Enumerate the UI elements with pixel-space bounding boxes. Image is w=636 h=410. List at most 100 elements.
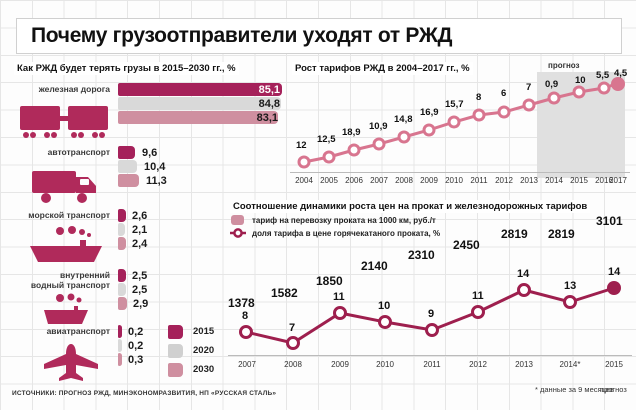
point-label-2008: 14,8 [394, 114, 413, 125]
bar-value-2015: 2,5 [132, 269, 148, 282]
data-point-2013 [522, 98, 536, 112]
bar-2030 [118, 353, 122, 366]
point-label-2004: 12 [296, 140, 307, 151]
data-point-2004 [297, 155, 311, 169]
x-tick-2011: 2011 [423, 360, 441, 369]
legend-item-share: доля тарифа в цене горячекатаного прокат… [230, 227, 440, 239]
boat-icon [44, 293, 88, 324]
x-tick-2013: 2013 [520, 176, 538, 185]
share-label-2012: 11 [472, 290, 484, 302]
page-title: Почему грузоотправители уходят от РЖД [31, 24, 453, 47]
bar-row: 0,2 [118, 339, 286, 352]
bar-2020 [118, 97, 281, 110]
bar-row: 2,6 [118, 209, 286, 222]
share-point-2015 [607, 281, 621, 295]
bar-row: 2,9 [118, 297, 286, 310]
tariff-label-2011: 2310 [408, 248, 435, 262]
bar-row: 2,5 [118, 283, 286, 296]
bar-2020 [118, 283, 126, 296]
bar-row: 11,3 [118, 174, 286, 187]
point-label-2007: 10,9 [369, 121, 388, 132]
data-point-2012 [497, 105, 511, 119]
x-tick-2017: 2017 [609, 176, 627, 185]
x-tick-2010: 2010 [445, 176, 463, 185]
bottom-chart-x-axis: 2007 2008 2009 2010 2011 2012 2013 2014*… [228, 355, 632, 370]
bar-row: 83,1 [118, 111, 286, 124]
share-line-point-icon [230, 228, 246, 238]
point-label-2013: 7 [526, 82, 532, 93]
plane-icon [44, 344, 98, 381]
share-point-2012 [471, 305, 485, 319]
bar-2015 [118, 325, 122, 338]
source-line: ИСТОЧНИКИ: ПРОГНОЗ РЖД, МИНЭКОНОМРАЗВИТИ… [12, 390, 277, 397]
category-label-air: авиатранспорт [46, 326, 110, 336]
bar-2015 [118, 209, 126, 222]
bar-2030 [118, 111, 278, 124]
tariff-label-2012: 2450 [453, 238, 480, 252]
railcar-icon [20, 106, 108, 138]
bottom-chart-header: Соотношение динамики роста цен на прокат… [230, 200, 591, 213]
x-tick-2009: 2009 [420, 176, 438, 185]
x-tick-2015: 2015 [605, 360, 623, 369]
bar-value-2020: 2,1 [132, 223, 148, 236]
bar-row: 2,1 [118, 223, 286, 236]
share-point-2010 [378, 315, 392, 329]
x-tick-2007: 2007 [238, 360, 256, 369]
x-tick-2014: 2014* [559, 360, 581, 369]
tariff-chart-header: Рост тарифов РЖД в 2004–2017 гг., % [292, 62, 473, 75]
legend-swatch-2015 [168, 324, 183, 339]
bar-value-2015: 9,6 [142, 146, 158, 159]
bar-2015 [118, 269, 126, 282]
share-label-2009: 11 [333, 291, 345, 303]
x-tick-2013: 2013 [515, 360, 533, 369]
share-label-2015: 14 [608, 266, 621, 278]
category-label-railway: железная дорога [38, 84, 110, 94]
data-point-2015 [572, 85, 586, 99]
point-label-2009: 16,9 [420, 107, 439, 118]
x-tick-2009: 2009 [331, 360, 349, 369]
bar-row: 2,5 [118, 269, 286, 282]
legend-label-tariff: тариф на перевозку проката на 1000 км, р… [252, 215, 436, 225]
legend-label-share: доля тарифа в цене горячекатаного прокат… [252, 228, 441, 238]
data-point-2011 [472, 108, 486, 122]
category-label-sea: морской транспорт [28, 210, 110, 220]
bar-value-2020: 10,4 [144, 160, 166, 173]
point-label-2012: 6 [501, 88, 507, 99]
bar-row: 85,1 [118, 83, 286, 96]
point-label-2016: 5,5 [596, 70, 610, 81]
share-point-2014 [563, 295, 577, 309]
category-label-inland-water: внутренний водный транспорт [30, 270, 110, 290]
x-tick-2015: 2015 [570, 176, 588, 185]
bar-row: 2,4 [118, 237, 286, 250]
tariff-label-2013: 2819 [501, 227, 528, 241]
bar-value-2015: 85,1 [258, 83, 280, 96]
point-label-2006: 18,9 [342, 127, 361, 138]
bar-2015 [118, 83, 282, 96]
x-tick-2006: 2006 [345, 176, 363, 185]
bar-value-2015: 2,6 [132, 209, 148, 222]
legend-item-tariff: тариф на перевозку проката на 1000 км, р… [230, 214, 440, 226]
left-chart-header: Как РЖД будет терять грузы в 2015–2030 г… [14, 62, 239, 75]
bar-value-2020: 84,8 [258, 97, 280, 110]
point-label-2011: 8 [476, 92, 482, 103]
bar-2015 [118, 146, 135, 159]
bar-row: 84,8 [118, 97, 286, 110]
bar-value-2015: 0,2 [128, 325, 144, 338]
x-tick-2010: 2010 [376, 360, 394, 369]
bar-2030 [118, 297, 127, 310]
x-tick-2005: 2005 [320, 176, 338, 185]
x-tick-2011: 2011 [470, 176, 488, 185]
tariff-growth-chart-panel: прогноз Рост тарифов РЖД в 2004–2017 гг.… [290, 61, 630, 190]
ship-icon [30, 226, 102, 262]
left-chart-legend: 2015 2020 2030 [168, 322, 214, 379]
bar-row: 9,6 [118, 146, 286, 159]
x-tick-2007: 2007 [370, 176, 388, 185]
legend-item-2030: 2030 [168, 360, 214, 379]
share-label-2007: 8 [242, 310, 249, 322]
bar-row: 10,4 [118, 160, 286, 173]
data-point-2017 [611, 77, 625, 91]
bar-value-2030: 2,4 [132, 237, 148, 250]
bar-row: 0,3 [118, 353, 286, 366]
share-point-2007 [239, 325, 253, 339]
point-label-2015: 10 [575, 75, 586, 86]
